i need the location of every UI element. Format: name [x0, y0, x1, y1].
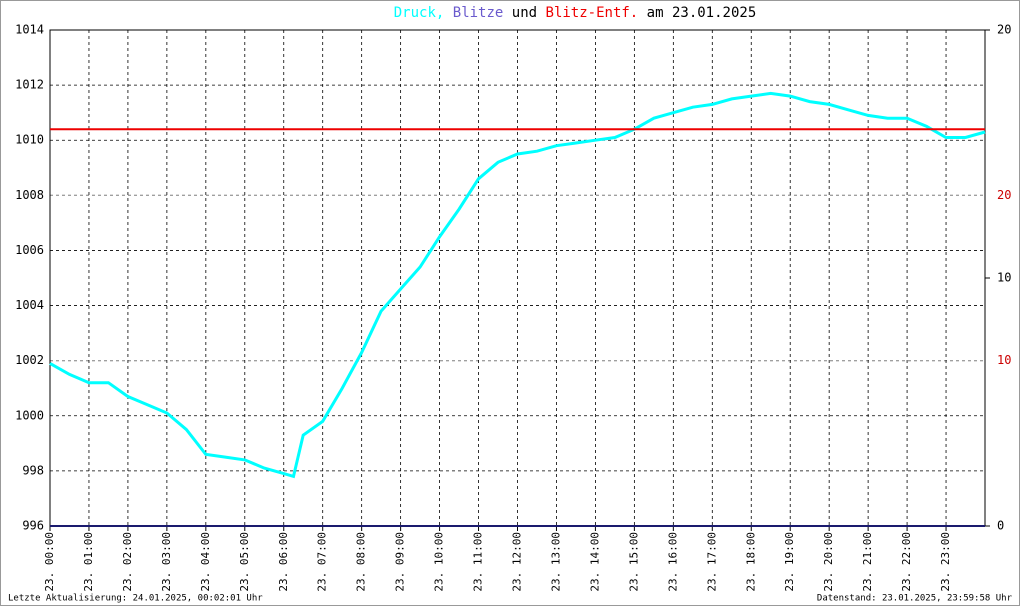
- x-tick-label: 23. 23:00: [939, 532, 952, 592]
- x-tick-label: 23. 05:00: [238, 532, 251, 592]
- x-tick-label: 23. 17:00: [705, 532, 718, 592]
- title-part: Druck,: [394, 5, 445, 21]
- y2-tick-label: 10: [997, 271, 1011, 285]
- title-part: Blitz-Entf.: [546, 5, 639, 21]
- x-tick-label: 23. 03:00: [160, 532, 173, 592]
- x-tick-label: 23. 20:00: [822, 532, 835, 592]
- x-tick-label: 23. 00:00: [43, 532, 56, 592]
- y-tick-label: 1014: [15, 23, 44, 37]
- y-tick-label: 1006: [15, 243, 44, 257]
- x-tick-label: 23. 06:00: [277, 532, 290, 592]
- y-tick-label: 1008: [15, 188, 44, 202]
- x-tick-label: 23. 19:00: [783, 532, 796, 592]
- x-tick-label: 23. 18:00: [744, 532, 757, 592]
- title-part: am 23.01.2025: [647, 5, 757, 21]
- y-tick-label: 1002: [15, 353, 44, 367]
- x-tick-label: 23. 09:00: [394, 532, 407, 592]
- x-tick-label: 23. 21:00: [861, 532, 874, 592]
- title-part: und: [512, 5, 537, 21]
- chart-title: Druck, Blitze und Blitz-Entf. am 23.01.2…: [394, 5, 757, 21]
- y3-tick-label: 10: [997, 353, 1011, 367]
- x-tick-label: 23. 04:00: [199, 532, 212, 592]
- y2-tick-label: 20: [997, 23, 1011, 37]
- y-tick-label: 1004: [15, 298, 44, 312]
- x-tick-label: 23. 08:00: [355, 532, 368, 592]
- title-part: Blitze: [453, 5, 504, 21]
- x-tick-label: 23. 13:00: [549, 532, 562, 592]
- y-tick-label: 998: [22, 463, 44, 477]
- x-tick-label: 23. 02:00: [121, 532, 134, 592]
- x-tick-label: 23. 14:00: [588, 532, 601, 592]
- y3-tick-label: 20: [997, 188, 1011, 202]
- x-tick-label: 23. 15:00: [627, 532, 640, 592]
- y2-tick-label: 0: [997, 519, 1004, 533]
- series-line: [49, 91, 986, 479]
- y-tick-label: 1000: [15, 408, 44, 422]
- x-tick-label: 23. 22:00: [900, 532, 913, 592]
- x-tick-label: 23. 12:00: [511, 532, 524, 592]
- y-tick-label: 1010: [15, 133, 44, 147]
- x-tick-label: 23. 07:00: [316, 532, 329, 592]
- x-tick-label: 23. 01:00: [82, 532, 95, 592]
- y-tick-label: 996: [22, 519, 44, 533]
- footer-left: Letzte Aktualisierung: 24.01.2025, 00:02…: [8, 594, 263, 604]
- y-tick-label: 1012: [15, 78, 44, 92]
- footer-right: Datenstand: 23.01.2025, 23:59:58 Uhr: [817, 594, 1013, 604]
- x-tick-label: 23. 16:00: [666, 532, 679, 592]
- x-tick-label: 23. 11:00: [472, 532, 485, 592]
- x-tick-label: 23. 10:00: [433, 532, 446, 592]
